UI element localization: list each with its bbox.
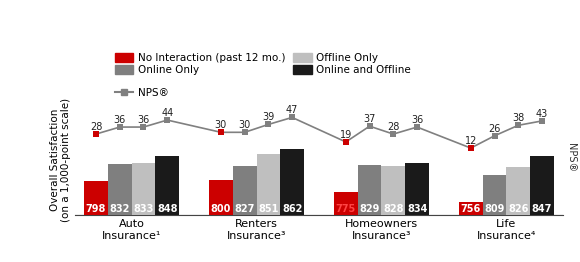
- Bar: [256, 154, 280, 215]
- Text: 36: 36: [137, 115, 150, 125]
- Text: 30: 30: [238, 120, 251, 130]
- Text: 809: 809: [484, 204, 505, 214]
- Bar: [358, 165, 382, 215]
- Text: 862: 862: [282, 204, 302, 214]
- Bar: [459, 202, 483, 215]
- Bar: [506, 167, 530, 215]
- Text: 38: 38: [512, 113, 524, 123]
- Text: 851: 851: [258, 204, 278, 214]
- Text: 30: 30: [215, 120, 227, 130]
- Text: 775: 775: [336, 204, 356, 214]
- Text: 756: 756: [461, 204, 481, 214]
- Text: 834: 834: [407, 204, 427, 214]
- Bar: [530, 156, 554, 215]
- Text: 800: 800: [211, 204, 231, 214]
- Text: 847: 847: [532, 204, 552, 214]
- Bar: [155, 156, 179, 215]
- Bar: [209, 180, 233, 215]
- Text: 833: 833: [133, 204, 154, 214]
- Bar: [280, 149, 304, 215]
- Bar: [132, 163, 155, 215]
- Text: 28: 28: [90, 122, 102, 132]
- Bar: [108, 164, 132, 215]
- Text: 826: 826: [508, 204, 528, 214]
- Text: 44: 44: [161, 108, 173, 118]
- Bar: [405, 163, 429, 215]
- Bar: [233, 166, 256, 215]
- Bar: [483, 175, 506, 215]
- Text: 36: 36: [411, 115, 423, 125]
- Legend: NPS®: NPS®: [115, 88, 169, 98]
- Text: 26: 26: [488, 124, 501, 134]
- Text: 848: 848: [157, 204, 177, 214]
- Text: 798: 798: [86, 204, 106, 214]
- Text: 829: 829: [360, 204, 380, 214]
- Y-axis label: Overall Satisfaction
(on a 1,000-point scale): Overall Satisfaction (on a 1,000-point s…: [50, 98, 71, 222]
- Text: 19: 19: [340, 130, 352, 140]
- Bar: [334, 192, 358, 215]
- Text: 12: 12: [465, 136, 477, 146]
- Text: 28: 28: [387, 122, 400, 132]
- Text: 827: 827: [234, 204, 255, 214]
- Text: 43: 43: [536, 109, 548, 119]
- Text: 37: 37: [364, 114, 376, 124]
- Text: NPS®: NPS®: [566, 143, 577, 172]
- Text: 47: 47: [286, 105, 298, 116]
- Text: 39: 39: [262, 112, 274, 122]
- Text: 832: 832: [110, 204, 130, 214]
- Text: 828: 828: [383, 204, 404, 214]
- Bar: [382, 166, 405, 215]
- Text: 36: 36: [114, 115, 126, 125]
- Bar: [84, 181, 108, 215]
